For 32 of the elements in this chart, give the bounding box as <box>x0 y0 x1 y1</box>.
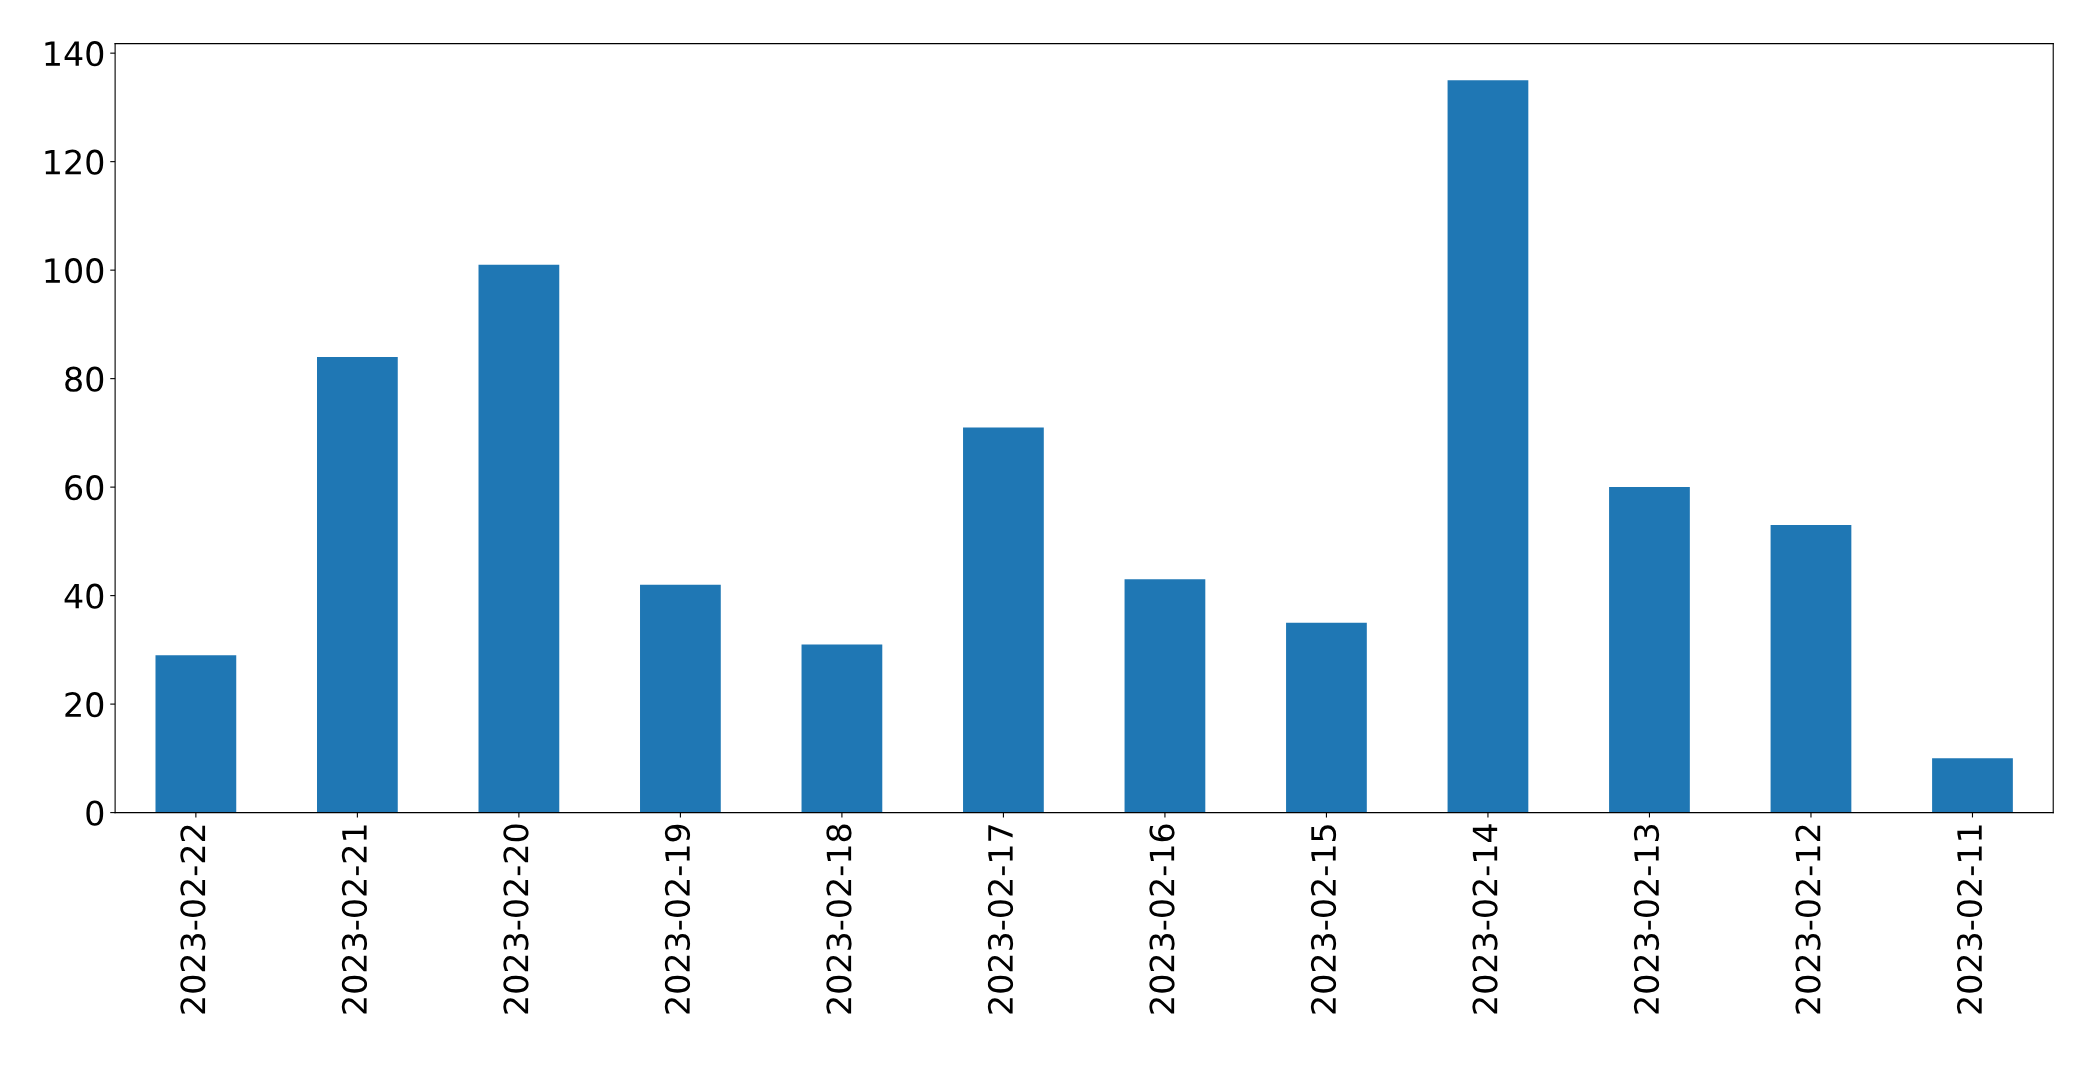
x-tick-label: 2023-02-22 <box>180 825 206 1014</box>
bar <box>478 264 560 813</box>
x-tick-label: 2023-02-16 <box>1149 824 1175 1014</box>
x-tick-label: 2023-02-21 <box>341 825 368 1014</box>
bar <box>1770 525 1852 813</box>
y-tick-label: 140 <box>45 41 104 67</box>
y-tick-label: 20 <box>65 692 104 718</box>
bar <box>1932 758 2013 813</box>
y-tick-label: 60 <box>65 475 104 501</box>
bar <box>801 644 883 813</box>
x-tick-label: 2023-02-15 <box>1310 825 1337 1014</box>
bar <box>317 356 398 813</box>
bar <box>1447 80 1529 813</box>
bar <box>155 655 237 813</box>
x-tick-label: 2023-02-14 <box>1472 824 1498 1014</box>
bar <box>640 584 721 813</box>
bar <box>963 427 1044 813</box>
y-tick-label: 0 <box>86 800 104 826</box>
x-tick-label: 2023-02-12 <box>1795 825 1821 1014</box>
x-tick-label: 2023-02-17 <box>987 825 1014 1014</box>
y-tick-label: 80 <box>65 366 104 392</box>
x-tick-label: 2023-02-20 <box>503 824 529 1014</box>
y-tick-label: 120 <box>45 149 104 175</box>
y-tick-label: 100 <box>45 258 104 284</box>
bar <box>1609 487 1690 813</box>
bar <box>1124 579 1206 813</box>
bar <box>1286 622 1367 813</box>
x-tick-label: 2023-02-11 <box>1956 825 1983 1014</box>
x-tick-label: 2023-02-18 <box>826 824 852 1014</box>
x-tick-label: 2023-02-19 <box>664 824 691 1014</box>
x-tick-label: 2023-02-13 <box>1633 824 1660 1014</box>
y-tick-label: 40 <box>64 583 104 609</box>
